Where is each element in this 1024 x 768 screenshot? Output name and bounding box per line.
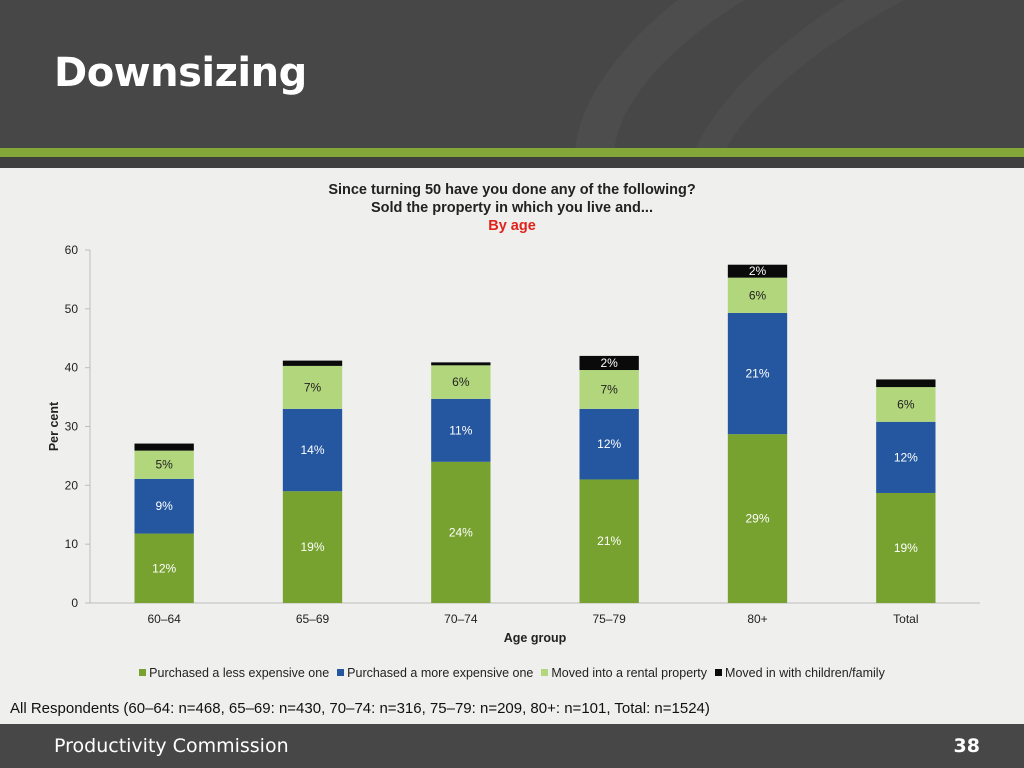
- bar-segment: [579, 370, 639, 409]
- bar-segment: [282, 408, 343, 492]
- data-label: 6%: [452, 375, 470, 389]
- bar-segment: [876, 387, 936, 422]
- data-label: 19%: [894, 541, 918, 555]
- data-label: 12%: [894, 450, 918, 464]
- bar-segment: [134, 478, 194, 534]
- data-label: 9%: [155, 499, 173, 513]
- footer-organisation: Productivity Commission: [54, 735, 289, 757]
- legend-label: Moved into a rental property: [551, 666, 708, 680]
- y-tick-label: 40: [65, 361, 79, 375]
- legend-item: Purchased a less expensive one: [139, 666, 329, 680]
- chart-title-line2: Sold the property in which you live and.…: [371, 200, 653, 216]
- bar-segment: [876, 379, 936, 388]
- slide-footer: Productivity Commission 38: [0, 724, 1024, 768]
- legend-label: Moved in with children/family: [725, 666, 885, 680]
- legend-swatch: [139, 669, 147, 676]
- bar-segment: [431, 461, 491, 603]
- x-tick-label: 70–74: [444, 612, 478, 626]
- bar-segment: [579, 355, 639, 371]
- legend-label: Purchased a less expensive one: [149, 666, 330, 680]
- x-tick-label: Total: [893, 612, 918, 626]
- x-axis-title: Age group: [504, 631, 567, 645]
- bar-segment: [579, 479, 639, 603]
- data-label: 11%: [449, 423, 472, 437]
- chart-title: Since turning 50 have you done any of th…: [0, 181, 1024, 235]
- data-label: 5%: [155, 458, 173, 472]
- legend-swatch: [715, 669, 723, 676]
- y-tick-label: 50: [65, 302, 79, 316]
- y-tick-label: 0: [71, 596, 78, 610]
- respondents-footnote: All Respondents (60–64: n=468, 65–69: n=…: [10, 700, 710, 717]
- y-axis-title: Per cent: [47, 401, 61, 451]
- data-label: 2%: [600, 356, 618, 370]
- data-label: 24%: [449, 525, 473, 539]
- data-label: 12%: [597, 437, 621, 451]
- bar-segment: [134, 450, 194, 479]
- legend-label: Purchased a more expensive one: [347, 666, 534, 680]
- bar-segment: [134, 443, 194, 451]
- legend-swatch: [337, 669, 345, 676]
- data-label: 6%: [897, 397, 915, 411]
- y-tick-label: 30: [65, 420, 79, 434]
- data-label: 21%: [597, 534, 621, 548]
- data-label: 19%: [300, 540, 324, 554]
- data-label: 2%: [749, 264, 767, 278]
- bar-segment: [727, 434, 788, 603]
- stacked-bar-chart: 0 10 20 30 40 50 60 12% 9% 5% 60–64 19% 14% 7% 65–69 24…: [47, 243, 980, 645]
- y-tick-label: 10: [65, 537, 79, 551]
- chart-legend: Purchased a less expensive one Purchased …: [0, 666, 1024, 680]
- bar-segment: [431, 365, 491, 399]
- accent-stripe: [0, 148, 1024, 157]
- data-label: 14%: [300, 443, 324, 457]
- y-tick-label: 20: [65, 478, 79, 492]
- data-label: 7%: [600, 382, 618, 396]
- bar-segment: [282, 360, 343, 366]
- bar-segment: [431, 362, 491, 366]
- x-tick-label: 65–69: [296, 612, 330, 626]
- divider-stripe: [0, 157, 1024, 168]
- legend-item: Moved into a rental property: [541, 666, 707, 680]
- bar-segment: [282, 365, 343, 409]
- chart-subtitle: By age: [488, 218, 536, 234]
- bar-segment: [876, 421, 936, 493]
- bar-segment: [727, 277, 788, 313]
- bar-segment: [431, 398, 491, 462]
- data-label: 29%: [745, 512, 769, 526]
- x-tick-label: 80+: [747, 612, 767, 626]
- page-number: 38: [953, 735, 980, 757]
- legend-item: Moved in with children/family: [715, 666, 885, 680]
- bar-segment: [134, 533, 194, 603]
- bar-segment: [579, 408, 639, 480]
- data-label: 6%: [749, 288, 767, 302]
- slide-header: Downsizing: [0, 0, 1024, 148]
- bar-segment: [727, 312, 788, 435]
- slide-title: Downsizing: [54, 50, 307, 96]
- data-label: 12%: [152, 561, 176, 575]
- x-tick-label: 75–79: [592, 612, 626, 626]
- legend-swatch: [541, 669, 549, 676]
- x-tick-label: 60–64: [147, 612, 181, 626]
- bar-segment: [282, 491, 343, 603]
- chart-title-line1: Since turning 50 have you done any of th…: [328, 182, 696, 198]
- legend-item: Purchased a more expensive one: [337, 666, 533, 680]
- data-label: 7%: [304, 380, 322, 394]
- data-label: 21%: [745, 367, 769, 381]
- y-tick-label: 60: [65, 243, 79, 257]
- bar-segment: [876, 492, 936, 603]
- bar-segment: [727, 264, 788, 278]
